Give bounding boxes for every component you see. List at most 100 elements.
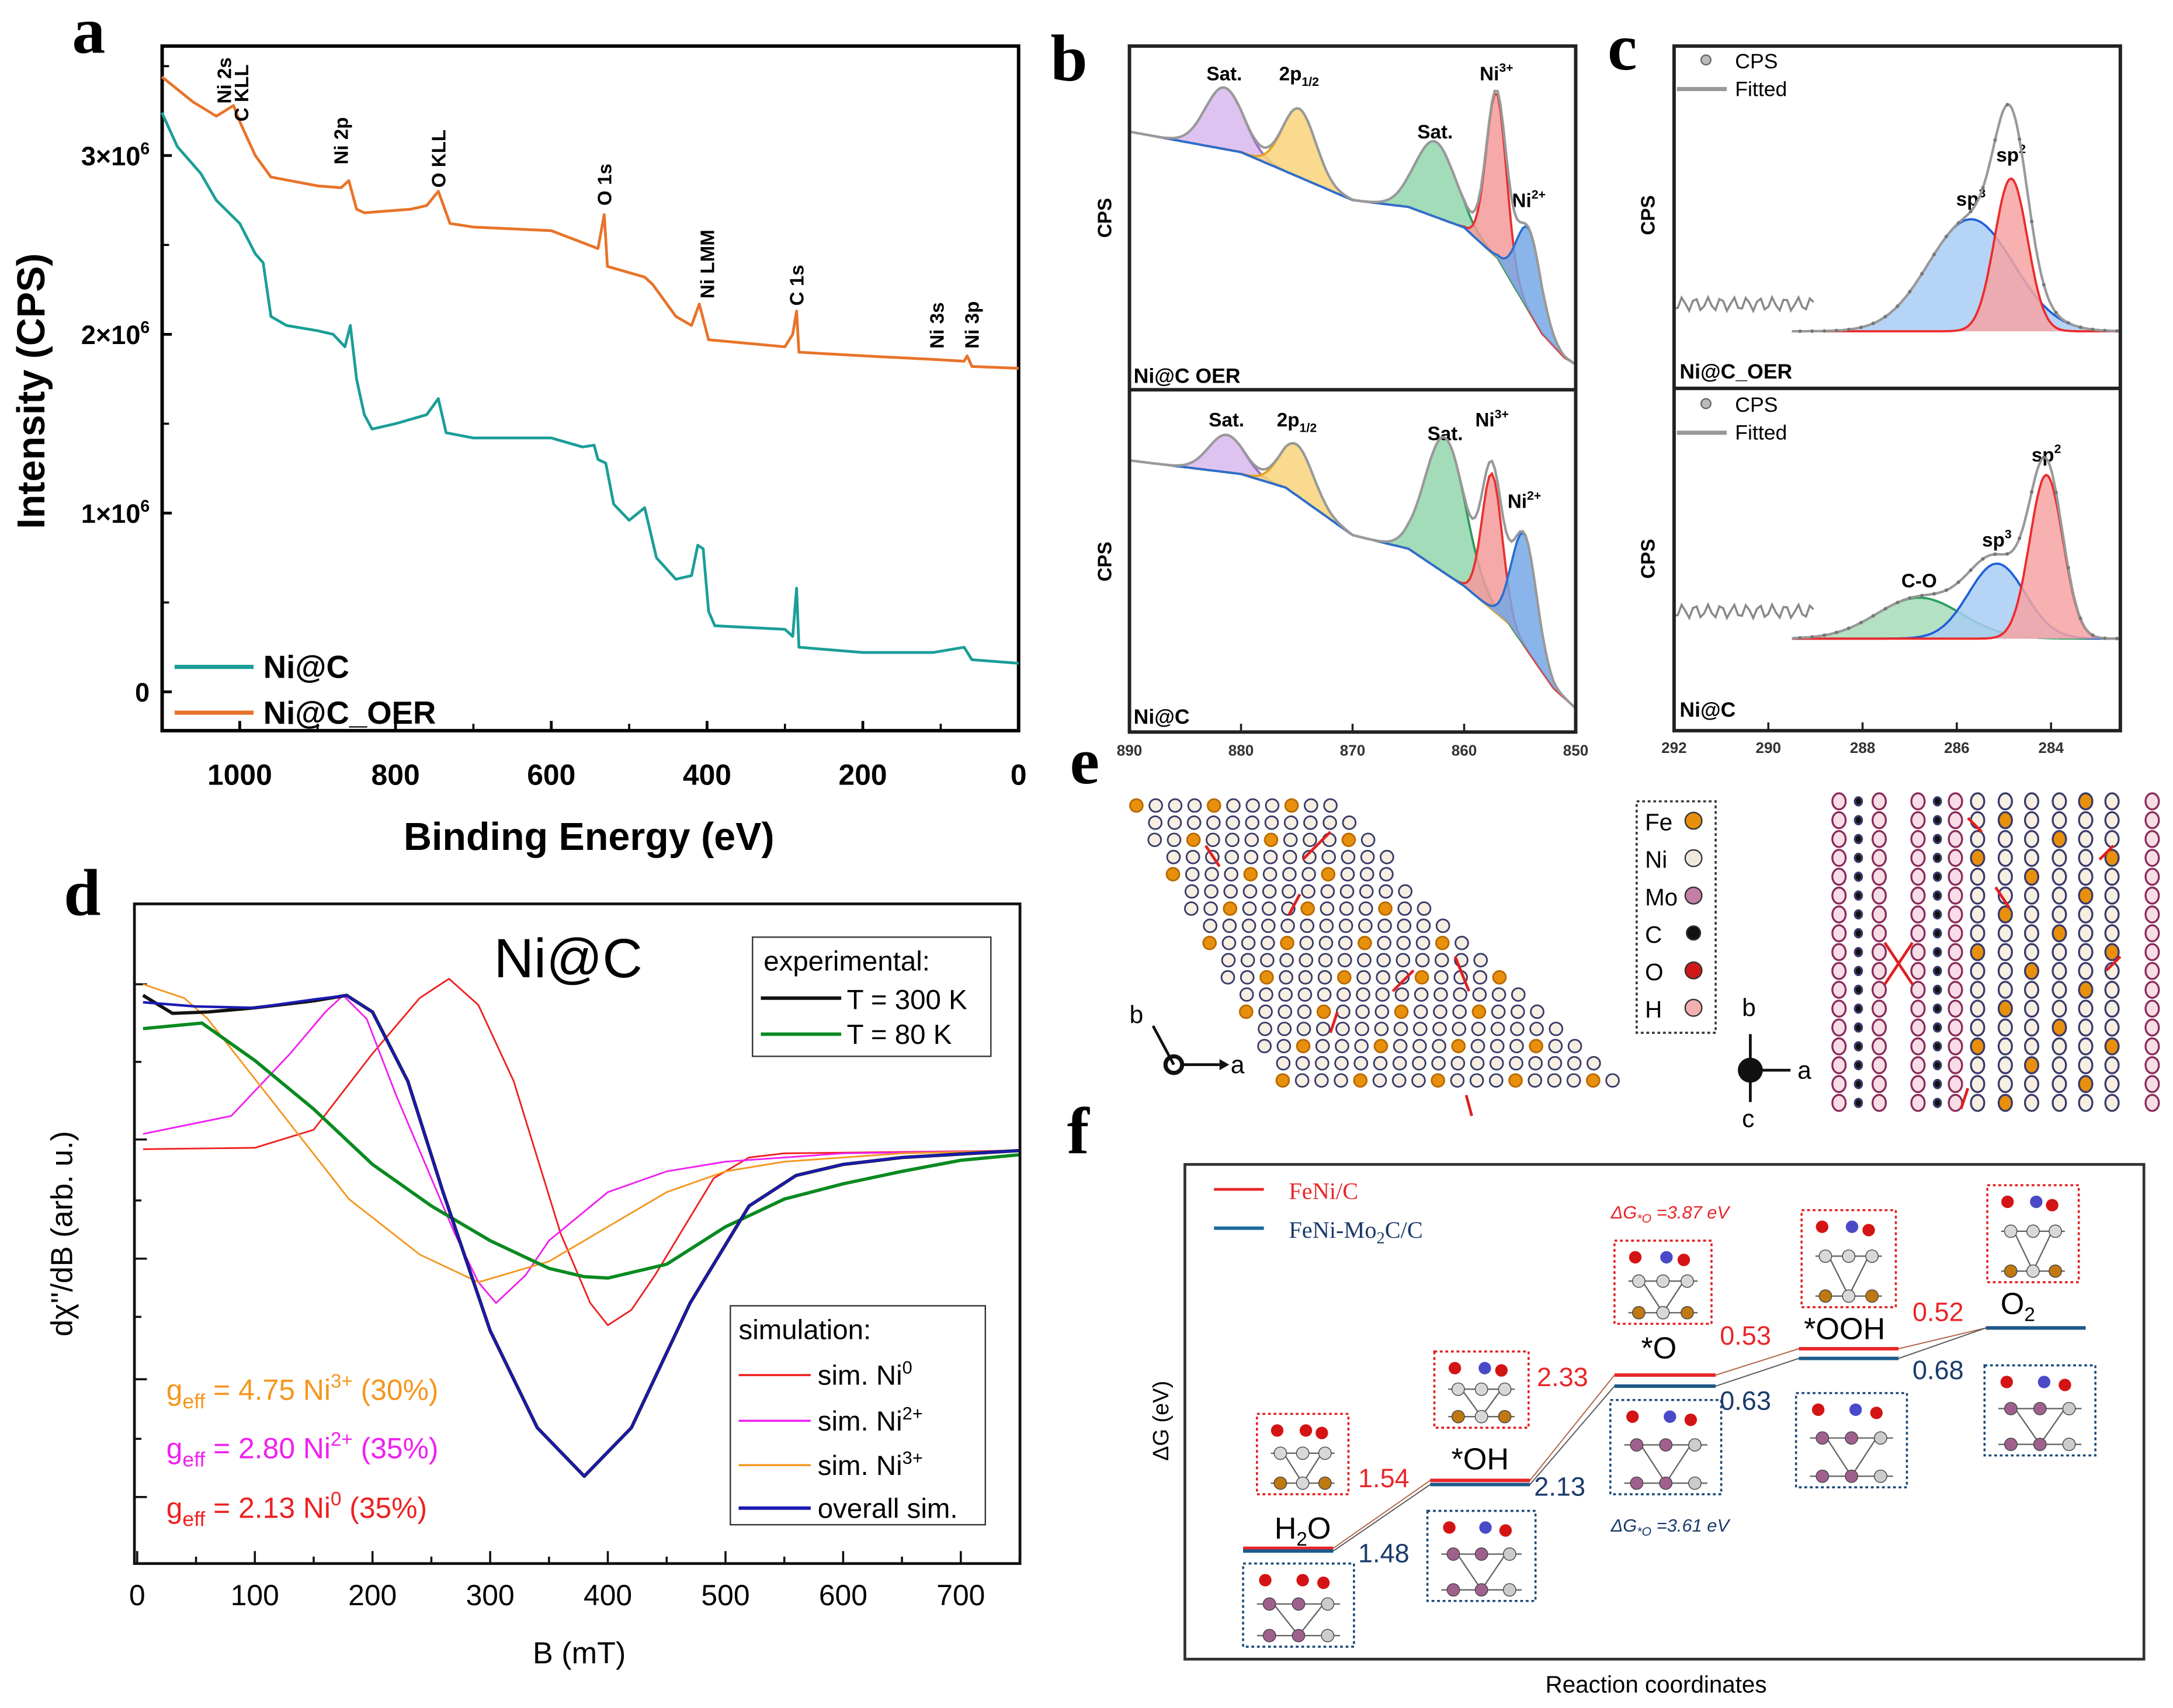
fe-atom: [1970, 849, 1985, 867]
fe-atom: [1970, 943, 1985, 961]
ni-atom: [1376, 970, 1391, 985]
mo-atom: [1910, 1037, 1926, 1056]
crystal-structure-top-view: [1129, 798, 1620, 1117]
ni-atom: [1549, 1022, 1564, 1036]
ni-atom: [1374, 1004, 1390, 1019]
ni-atom: [2051, 886, 2067, 905]
fe-atom: [2023, 867, 2040, 886]
fe-atom: [1263, 832, 1279, 848]
series-line-ni-c: [160, 112, 1019, 665]
x-tick-label-a: 1000: [207, 758, 272, 791]
adsorbate-atom: [1259, 1574, 1272, 1587]
legend-atom-h-icon: [1684, 998, 1703, 1017]
cps-data-point: [1798, 329, 1802, 334]
cps-data-point: [2005, 103, 2009, 107]
ni-atom: [1489, 1056, 1504, 1071]
ni-atom: [1567, 1039, 1582, 1054]
mo-atom: [2144, 1018, 2160, 1037]
x-tick-label-b: 890: [1117, 742, 1143, 759]
fe-atom: [1435, 935, 1450, 950]
atom: [1865, 1249, 1879, 1263]
mo-atom: [2144, 924, 2160, 943]
cps-data-point: [2091, 633, 2095, 637]
fe-atom: [2023, 961, 2040, 980]
fe-atom: [1243, 867, 1258, 881]
cps-data-point: [1846, 626, 1851, 630]
atom: [1321, 1629, 1335, 1643]
mo-atom: [1910, 886, 1926, 905]
adsorbate-bond: [1464, 1095, 1473, 1117]
fe-atom: [2051, 924, 2067, 943]
peak-label: O 1s: [594, 164, 616, 206]
ni-atom: [2051, 1056, 2067, 1074]
peak-label: C KLL: [231, 64, 253, 121]
atom: [2004, 1402, 2018, 1415]
state-label-ooh: *OOH: [1804, 1312, 1885, 1346]
ni-atom: [1203, 918, 1217, 933]
mo-atom: [1871, 886, 1887, 905]
ni-atom: [1147, 832, 1162, 848]
ni-atom: [2023, 1075, 2040, 1093]
adsorbate-atom: [1299, 1424, 1313, 1437]
ni-atom: [1415, 953, 1430, 968]
c-atom: [1932, 852, 1942, 863]
adsorbate-atom: [2001, 1195, 2014, 1209]
panel-d: 0 100 200 300 400 500 600 700 Ni@C B (mT) dχ''/…: [45, 902, 1022, 1671]
panel-label-c: c: [1608, 11, 1637, 84]
mo-atom: [2144, 1075, 2160, 1093]
y-axis-label-b-top: CPS: [1095, 198, 1116, 238]
legend-atom-ni-icon: [1684, 849, 1703, 867]
connector-line: [1529, 1386, 1615, 1485]
ni-atom: [1206, 832, 1220, 848]
legend-cps-label: CPS: [1735, 393, 1778, 416]
peak-label: Ni 2p: [331, 117, 353, 164]
atom: [1874, 1469, 1887, 1483]
adsorption-model-thumbnail: [1983, 1364, 2096, 1457]
mo-atom: [1910, 999, 1926, 1018]
ni-atom: [2104, 981, 2120, 999]
adsorbate-bond: [1287, 893, 1301, 916]
legend-label-ni-c-oer: Ni@C_OER: [263, 695, 436, 731]
axis-indicator-right: b a c: [1738, 994, 1811, 1133]
ni-atom: [1337, 953, 1352, 968]
ni-atom: [1279, 953, 1294, 968]
ni-atom: [1259, 987, 1273, 1002]
atom: [1321, 1597, 1335, 1611]
x-tick-label-b: 860: [1452, 742, 1477, 759]
mo-atom: [1871, 1018, 1887, 1037]
adsorbate-bond: [1301, 831, 1332, 861]
ni-atom: [1317, 970, 1332, 985]
legend-label-ni3: sim. Ni3+: [818, 1447, 923, 1481]
atom: [2004, 1438, 2018, 1452]
mo-atom: [1831, 1075, 1847, 1093]
cps-data-point: [2091, 327, 2095, 332]
adsorbate-atom: [2030, 1195, 2043, 1209]
y-axis-label-b-bottom: CPS: [1095, 541, 1116, 581]
ni-atom: [1297, 1004, 1312, 1019]
atom: [2049, 1224, 2062, 1238]
ni-atom: [1334, 1056, 1349, 1071]
fe-atom: [1259, 970, 1274, 985]
ni-atom: [1396, 935, 1411, 950]
series-line-t-80-k: [143, 1021, 1020, 1280]
x-tick-label-c: 290: [1755, 739, 1781, 756]
ni-atom: [2078, 924, 2094, 943]
mo-atom: [1831, 1093, 1847, 1112]
mo-atom: [1871, 999, 1887, 1018]
ni-atom: [2104, 999, 2120, 1018]
ni-atom: [1261, 918, 1276, 933]
atom: [1681, 1274, 1694, 1288]
ni-atom: [2051, 999, 2067, 1018]
fe-atom: [1451, 1039, 1466, 1054]
ni-atom: [2051, 792, 2067, 811]
panel-label-e: e: [1070, 724, 1100, 798]
c-atom: [1853, 1098, 1863, 1108]
element-legend-box: [1636, 800, 1717, 1034]
mo-atom: [1948, 867, 1963, 886]
ni-atom: [1301, 884, 1315, 899]
cps-data-point: [1835, 328, 1839, 332]
cps-data-point: [1883, 314, 1887, 319]
adsorbate-bond: [1391, 969, 1415, 992]
adsorbate-atom: [1448, 1362, 1462, 1374]
plot-frame-a: [160, 44, 1020, 733]
